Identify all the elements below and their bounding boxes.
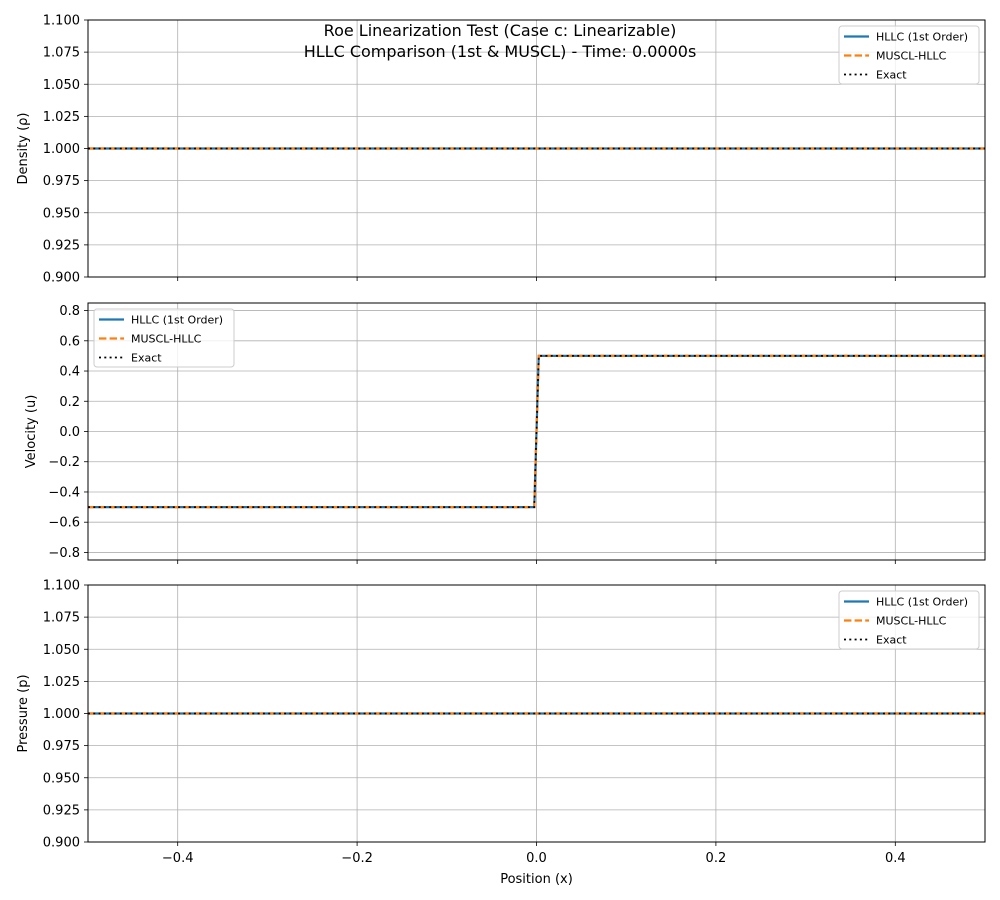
legend-box <box>93 308 235 368</box>
y-tick-label: 1.025 <box>43 110 80 125</box>
y-tick-label: 0.925 <box>43 238 80 253</box>
y-axis-label: Pressure (p) <box>16 674 31 752</box>
legend-box <box>838 25 980 85</box>
y-tick-label: 0.950 <box>43 206 80 221</box>
legend-label: MUSCL-HLLC <box>131 333 202 346</box>
subplot-3: 0.900 0.925 0.950 0.975 1.000 1.025 1.050 1.075… <box>16 579 986 887</box>
figure-title-line2: HLLC Comparison (1st & MUSCL) - Time: 0.… <box>304 42 697 61</box>
legend: HLLC (1st Order) MUSCL-HLLC Exact <box>93 308 235 368</box>
legend-label: HLLC (1st Order) <box>131 314 223 327</box>
series-line-dotted <box>88 355 985 508</box>
x-tick-label: −0.2 <box>341 851 373 866</box>
y-tick-label: 1.100 <box>43 579 80 594</box>
y-axis-label: Velocity (u) <box>24 395 39 469</box>
y-tick-label: −0.8 <box>48 546 80 561</box>
subplot-2: −0.8 −0.6 −0.4 −0.2 0.0 0.2 0.4 0.6 0.8 Velocity … <box>24 302 986 564</box>
y-tick-label: 1.050 <box>43 78 80 93</box>
x-tick-label: 0.4 <box>885 851 906 866</box>
y-tick-label: −0.6 <box>48 516 80 531</box>
y-tick-label: 1.025 <box>43 675 80 690</box>
x-axis-label: Position (x) <box>500 872 573 887</box>
y-tick-label: −0.4 <box>48 485 80 500</box>
x-tick-label: −0.4 <box>162 851 194 866</box>
y-tick-label: −0.2 <box>48 455 80 470</box>
y-tick-label: 1.000 <box>43 707 80 722</box>
subplots: 0.900 0.925 0.950 0.975 1.000 1.025 1.050 1.075… <box>16 14 986 887</box>
y-tick-label: 0.975 <box>43 174 80 189</box>
y-tick-label: 0.950 <box>43 771 80 786</box>
legend-label: Exact <box>131 352 162 365</box>
y-tick-label: 1.000 <box>43 142 80 157</box>
legend-box <box>838 590 980 650</box>
y-tick-label: 0.925 <box>43 803 80 818</box>
legend-label: HLLC (1st Order) <box>876 596 968 609</box>
y-tick-label: 1.100 <box>43 14 80 29</box>
x-tick-label: 0.0 <box>526 851 547 866</box>
y-tick-label: 1.075 <box>43 611 80 626</box>
y-tick-label: 0.8 <box>59 304 80 319</box>
y-tick-label: 0.4 <box>59 365 80 380</box>
y-axis-label: Density (ρ) <box>16 113 31 185</box>
y-tick-label: 1.075 <box>43 46 80 61</box>
y-tick-label: 0.975 <box>43 739 80 754</box>
y-tick-label: 0.900 <box>43 836 80 851</box>
legend-label: Exact <box>876 69 907 82</box>
legend-label: HLLC (1st Order) <box>876 31 968 44</box>
y-tick-label: 1.050 <box>43 643 80 658</box>
legend-label: MUSCL-HLLC <box>876 615 947 628</box>
y-tick-label: 0.900 <box>43 271 80 286</box>
legend: HLLC (1st Order) MUSCL-HLLC Exact <box>838 590 980 650</box>
y-tick-label: 0.2 <box>59 395 80 410</box>
legend: HLLC (1st Order) MUSCL-HLLC Exact <box>838 25 980 85</box>
legend-label: Exact <box>876 634 907 647</box>
subplot-1: 0.900 0.925 0.950 0.975 1.000 1.025 1.050 1.075… <box>16 14 986 286</box>
legend-label: MUSCL-HLLC <box>876 50 947 63</box>
x-tick-label: 0.2 <box>706 851 727 866</box>
y-tick-label: 0.0 <box>59 425 80 440</box>
y-tick-label: 0.6 <box>59 334 80 349</box>
figure-title-line1: Roe Linearization Test (Case c: Lineariz… <box>324 21 677 40</box>
